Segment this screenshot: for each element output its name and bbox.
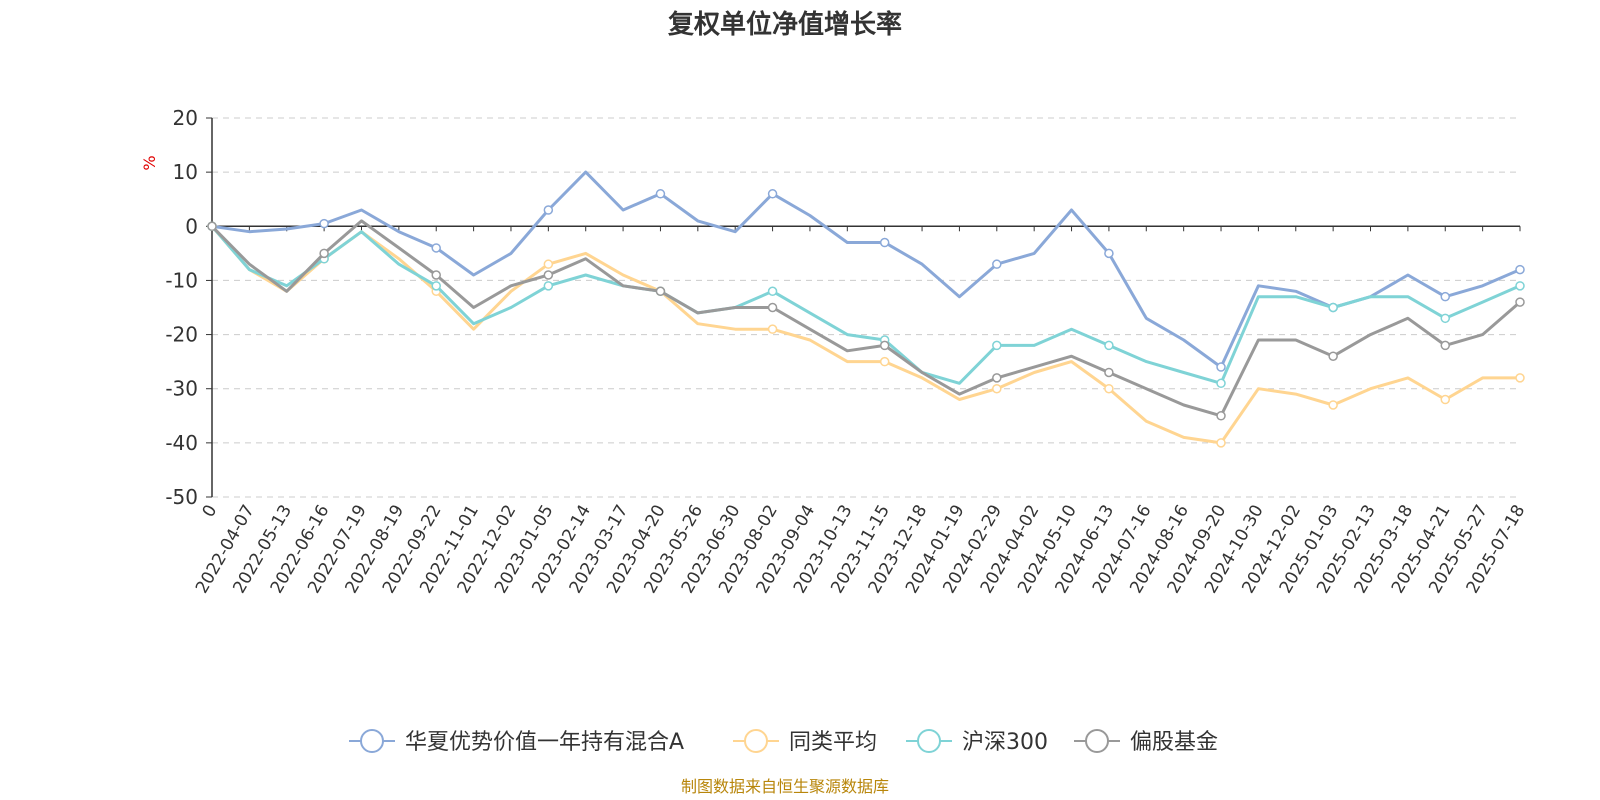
series-0 bbox=[207, 170, 1525, 372]
data-point bbox=[543, 205, 554, 215]
data-point bbox=[992, 259, 1002, 269]
data-point bbox=[1104, 367, 1114, 378]
series-line bbox=[210, 225, 1521, 385]
legend-circle-icon bbox=[744, 729, 768, 753]
series-line bbox=[211, 170, 1521, 369]
grid-layer bbox=[212, 117, 1520, 498]
data-point bbox=[1515, 264, 1525, 275]
data-point bbox=[431, 281, 441, 291]
series-1 bbox=[207, 221, 1525, 448]
legend-circle-icon bbox=[360, 729, 384, 753]
data-point bbox=[543, 259, 554, 269]
data-point bbox=[1216, 438, 1226, 448]
legend-label: 同类平均 bbox=[789, 730, 877, 755]
data-point bbox=[431, 243, 441, 253]
y-tick-label: 0 bbox=[185, 214, 198, 238]
y-tick-label: -40 bbox=[165, 431, 198, 455]
data-point bbox=[207, 221, 217, 232]
series-2 bbox=[207, 221, 1525, 389]
y-tick-label: -50 bbox=[165, 485, 198, 509]
data-point bbox=[879, 340, 890, 351]
y-tick-label: -30 bbox=[165, 377, 198, 401]
chart-title: 复权单位净值增长率 bbox=[668, 9, 902, 40]
data-point bbox=[431, 270, 441, 280]
data-point bbox=[1440, 340, 1451, 351]
y-tick-label: -10 bbox=[165, 268, 198, 292]
data-point bbox=[1515, 281, 1525, 291]
data-point bbox=[767, 189, 778, 199]
legend-item-3[interactable]: 偏股基金 bbox=[1074, 729, 1218, 755]
series-line bbox=[210, 219, 1521, 418]
data-point bbox=[1216, 411, 1226, 421]
data-point bbox=[319, 218, 329, 229]
legend[interactable]: 华夏优势价值一年持有混合A 同类平均 沪深300 偏股基金 bbox=[349, 729, 1218, 755]
data-point bbox=[543, 270, 554, 280]
data-point bbox=[992, 383, 1002, 394]
data-point bbox=[655, 286, 666, 297]
data-point bbox=[1328, 400, 1338, 410]
data-point bbox=[1440, 394, 1451, 405]
y-axis-unit: % bbox=[140, 155, 159, 170]
data-point bbox=[1104, 248, 1114, 259]
data-point bbox=[767, 324, 778, 334]
data-point bbox=[1328, 351, 1338, 361]
data-point bbox=[1328, 302, 1338, 313]
legend-label: 华夏优势价值一年持有混合A bbox=[405, 730, 684, 755]
legend-label: 沪深300 bbox=[962, 730, 1048, 755]
data-point bbox=[1104, 340, 1114, 351]
legend-item-0[interactable]: 华夏优势价值一年持有混合A bbox=[349, 729, 684, 755]
x-tick-label: 0 bbox=[199, 502, 222, 521]
y-tick-label: 10 bbox=[173, 160, 198, 184]
legend-item-1[interactable]: 同类平均 bbox=[733, 729, 877, 755]
data-source-note: 制图数据来自恒生聚源数据库 bbox=[681, 777, 889, 796]
y-tick-label: -20 bbox=[165, 323, 198, 347]
data-point bbox=[1515, 373, 1525, 383]
series-layer bbox=[207, 170, 1525, 448]
series-3 bbox=[207, 219, 1525, 421]
data-point bbox=[767, 302, 778, 313]
data-point bbox=[879, 356, 890, 367]
y-tick-label: 20 bbox=[173, 106, 198, 130]
data-point bbox=[992, 340, 1002, 351]
legend-circle-icon bbox=[917, 729, 941, 753]
data-point bbox=[1440, 313, 1451, 324]
data-point bbox=[767, 286, 778, 297]
series-line bbox=[210, 225, 1520, 445]
data-point bbox=[655, 189, 666, 199]
legend-label: 偏股基金 bbox=[1130, 730, 1218, 755]
data-point bbox=[992, 373, 1002, 383]
legend-item-2[interactable]: 沪深300 bbox=[906, 729, 1048, 755]
data-point bbox=[1216, 378, 1226, 389]
data-point bbox=[543, 281, 554, 291]
data-point bbox=[879, 237, 890, 248]
data-point bbox=[1440, 291, 1451, 302]
legend-circle-icon bbox=[1085, 729, 1109, 753]
data-point bbox=[319, 248, 329, 259]
data-point bbox=[1104, 383, 1114, 394]
data-point bbox=[1216, 362, 1226, 372]
data-point bbox=[1515, 297, 1525, 307]
